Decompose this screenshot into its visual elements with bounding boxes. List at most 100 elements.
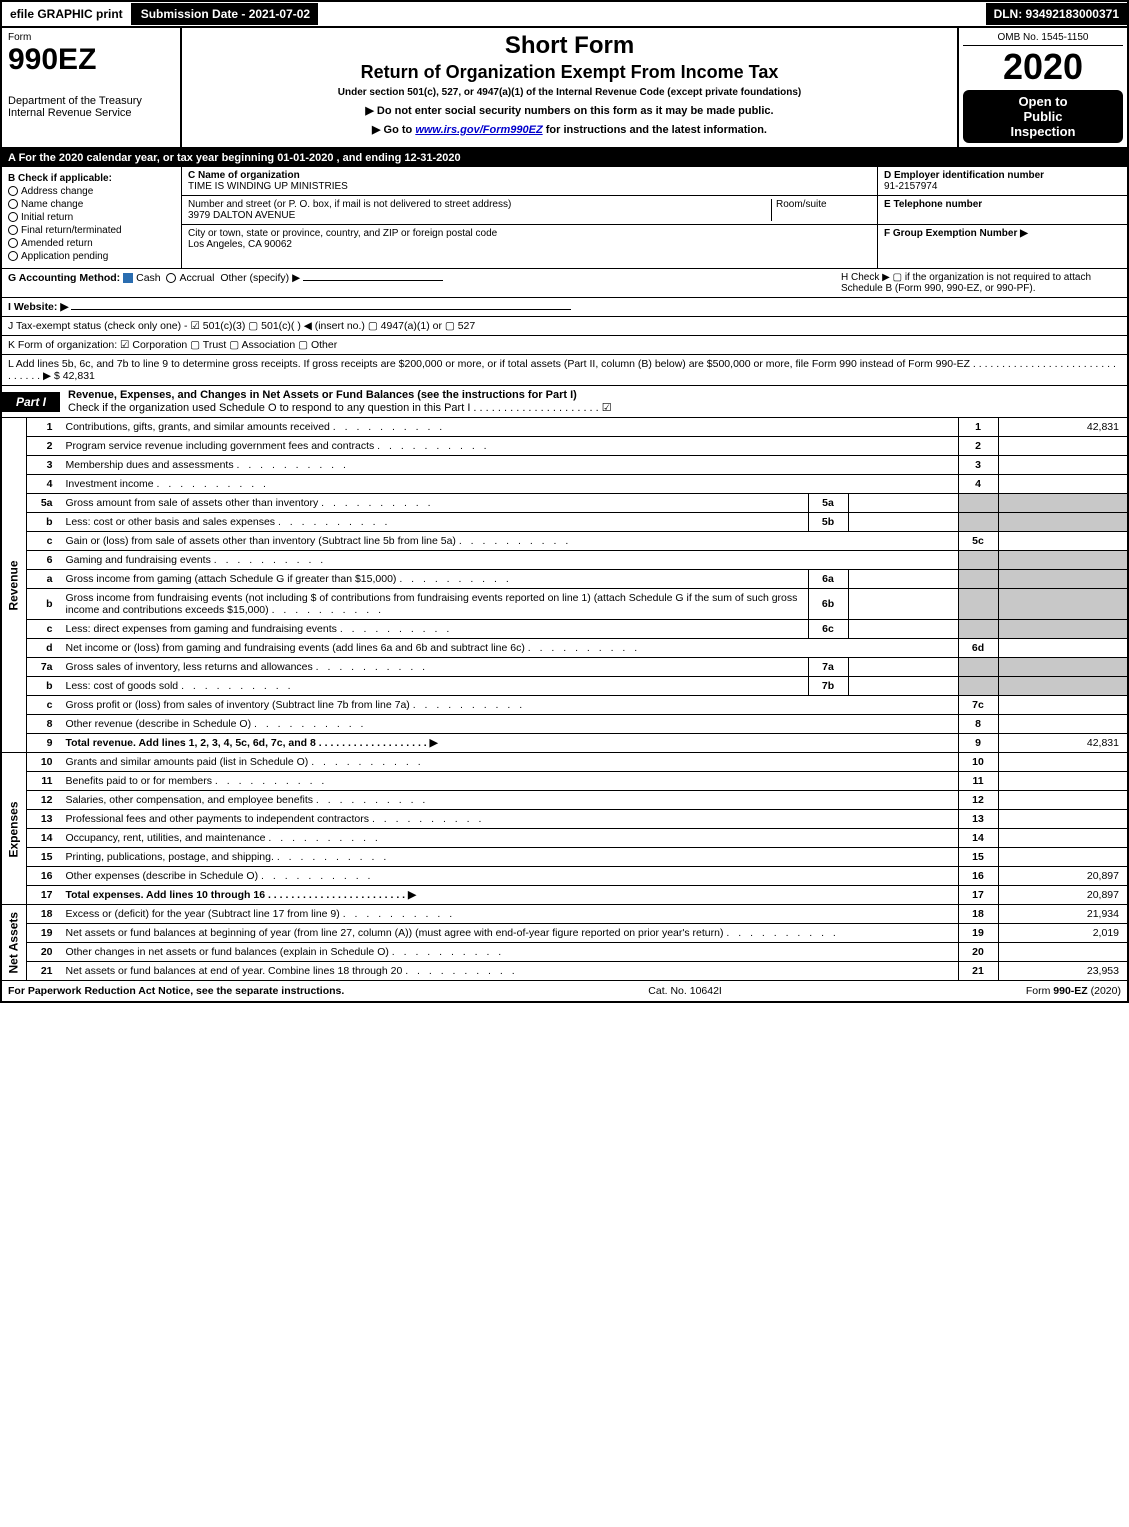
row-desc: Program service revenue including govern… — [61, 437, 959, 456]
line-number-cell: 11 — [958, 772, 998, 791]
table-row: bLess: cost or other basis and sales exp… — [1, 513, 1128, 532]
accrual-radio[interactable] — [166, 273, 176, 283]
amount-cell — [998, 753, 1128, 772]
efile-print-button[interactable]: efile GRAPHIC print — [2, 3, 133, 25]
d-cell: D Employer identification number 91-2157… — [878, 167, 1127, 196]
table-row: 17Total expenses. Add lines 10 through 1… — [1, 886, 1128, 905]
line-number-cell — [958, 494, 998, 513]
row-number: 9 — [27, 734, 61, 753]
row-desc: Gross profit or (loss) from sales of inv… — [61, 696, 959, 715]
line-number-cell: 21 — [958, 962, 998, 981]
row-number: 18 — [27, 905, 61, 924]
amount-cell — [998, 456, 1128, 475]
table-row: cGross profit or (loss) from sales of in… — [1, 696, 1128, 715]
radio-icon[interactable] — [8, 251, 18, 261]
submission-date-button[interactable]: Submission Date - 2021-07-02 — [133, 3, 320, 25]
line-number-cell — [958, 513, 998, 532]
line-number-cell — [958, 551, 998, 570]
inline-box-label: 7b — [808, 677, 848, 696]
table-row: 13Professional fees and other payments t… — [1, 810, 1128, 829]
row-desc: Gross amount from sale of assets other t… — [61, 494, 809, 513]
row-desc: Grants and similar amounts paid (list in… — [61, 753, 959, 772]
cash-checkbox[interactable] — [123, 273, 133, 283]
row-desc: Gross income from gaming (attach Schedul… — [61, 570, 809, 589]
table-row: 4Investment income . . . . . . . . . .4 — [1, 475, 1128, 494]
e-cell: E Telephone number — [878, 196, 1127, 225]
g-line: G Accounting Method: Cash Accrual Other … — [0, 269, 1129, 298]
i-label: I Website: ▶ — [8, 301, 68, 313]
part1-tag: Part I — [2, 392, 60, 412]
part1-title: Revenue, Expenses, and Changes in Net As… — [60, 386, 1127, 417]
goto-line: ▶ Go to www.irs.gov/Form990EZ for instru… — [188, 123, 951, 136]
amount-cell — [998, 570, 1128, 589]
line-number-cell: 9 — [958, 734, 998, 753]
radio-icon[interactable] — [8, 212, 18, 222]
radio-icon[interactable] — [8, 186, 18, 196]
table-row: 20Other changes in net assets or fund ba… — [1, 943, 1128, 962]
amount-cell: 20,897 — [998, 886, 1128, 905]
row-desc: Occupancy, rent, utilities, and maintena… — [61, 829, 959, 848]
table-row: 7aGross sales of inventory, less returns… — [1, 658, 1128, 677]
radio-icon[interactable] — [8, 225, 18, 235]
amount-cell — [998, 715, 1128, 734]
c-label: C Name of organization — [188, 170, 342, 181]
b-pending: Application pending — [8, 251, 175, 262]
footer-right: Form 990-EZ (2020) — [1026, 985, 1121, 997]
top-bar: efile GRAPHIC print Submission Date - 20… — [0, 0, 1129, 28]
amount-cell — [998, 829, 1128, 848]
table-row: 6Gaming and fundraising events . . . . .… — [1, 551, 1128, 570]
form-number: 990EZ — [8, 43, 174, 77]
row-number: 11 — [27, 772, 61, 791]
f-cell: F Group Exemption Number ▶ — [878, 225, 1127, 242]
inline-box-value — [848, 513, 958, 532]
radio-icon[interactable] — [8, 238, 18, 248]
radio-icon[interactable] — [8, 199, 18, 209]
amount-cell — [998, 513, 1128, 532]
line-number-cell: 7c — [958, 696, 998, 715]
row-number: 8 — [27, 715, 61, 734]
row-desc: Contributions, gifts, grants, and simila… — [61, 418, 959, 437]
open3: Inspection — [967, 124, 1119, 139]
row-desc: Excess or (deficit) for the year (Subtra… — [61, 905, 959, 924]
table-row: bGross income from fundraising events (n… — [1, 589, 1128, 620]
expenses-table: Expenses10Grants and similar amounts pai… — [0, 753, 1129, 905]
line-number-cell: 5c — [958, 532, 998, 551]
line-number-cell: 4 — [958, 475, 998, 494]
row-number: b — [27, 589, 61, 620]
table-row: 16Other expenses (describe in Schedule O… — [1, 867, 1128, 886]
row-number: 14 — [27, 829, 61, 848]
revenue-table: Revenue1Contributions, gifts, grants, an… — [0, 418, 1129, 753]
row-desc: Other revenue (describe in Schedule O) .… — [61, 715, 959, 734]
row-number: b — [27, 677, 61, 696]
amount-cell — [998, 532, 1128, 551]
row-desc: Gross sales of inventory, less returns a… — [61, 658, 809, 677]
amount-cell — [998, 639, 1128, 658]
table-row: Net Assets18Excess or (deficit) for the … — [1, 905, 1128, 924]
row-desc: Net assets or fund balances at end of ye… — [61, 962, 959, 981]
header-left: Form 990EZ Department of the Treasury In… — [2, 28, 182, 147]
form-header: Form 990EZ Department of the Treasury In… — [0, 28, 1129, 149]
other-label: Other (specify) ▶ — [220, 272, 300, 284]
c-addr-row: Number and street (or P. O. box, if mail… — [182, 196, 877, 225]
amount-cell: 21,934 — [998, 905, 1128, 924]
row-desc: Gross income from fundraising events (no… — [61, 589, 809, 620]
header-center: Short Form Return of Organization Exempt… — [182, 28, 957, 147]
i-line: I Website: ▶ — [0, 298, 1129, 317]
table-row: 11Benefits paid to or for members . . . … — [1, 772, 1128, 791]
irs-label: Internal Revenue Service — [8, 107, 174, 119]
row-desc: Net income or (loss) from gaming and fun… — [61, 639, 959, 658]
inline-box-value — [848, 620, 958, 639]
room-label: Room/suite — [771, 199, 871, 221]
l-line: L Add lines 5b, 6c, and 7b to line 9 to … — [0, 355, 1129, 386]
line-number-cell: 13 — [958, 810, 998, 829]
amount-cell — [998, 810, 1128, 829]
g-label: G Accounting Method: — [8, 272, 120, 284]
table-row: aGross income from gaming (attach Schedu… — [1, 570, 1128, 589]
line-number-cell: 20 — [958, 943, 998, 962]
cash-label: Cash — [136, 272, 161, 284]
b-name-change: Name change — [8, 199, 175, 210]
table-row: 3Membership dues and assessments . . . .… — [1, 456, 1128, 475]
line-number-cell: 2 — [958, 437, 998, 456]
irs-link[interactable]: www.irs.gov/Form990EZ — [415, 124, 542, 136]
table-row: bLess: cost of goods sold . . . . . . . … — [1, 677, 1128, 696]
